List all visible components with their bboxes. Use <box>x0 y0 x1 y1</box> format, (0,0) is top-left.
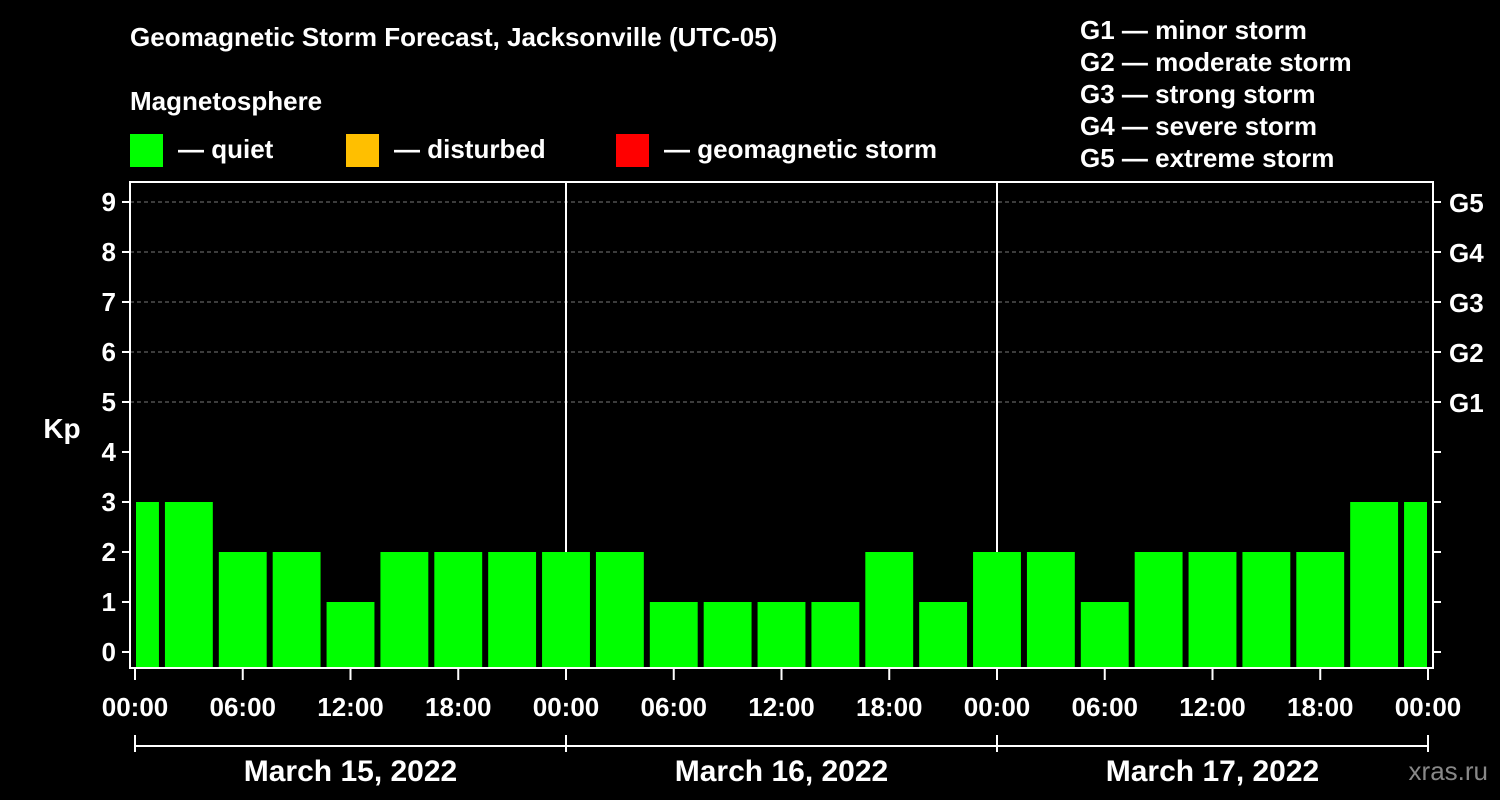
kp-bar <box>919 602 968 668</box>
kp-bar <box>703 602 752 668</box>
x-tick-label: 00:00 <box>102 692 169 722</box>
chart-subtitle: Magnetosphere <box>130 86 323 116</box>
y-tick-label: 4 <box>102 437 117 467</box>
g-scale-label: G3 <box>1449 288 1484 318</box>
legend-swatch-disturbed <box>346 134 379 167</box>
kp-bar <box>218 552 267 668</box>
legend-label-disturbed: — disturbed <box>394 134 546 164</box>
kp-bar <box>1026 552 1075 668</box>
storm-scale-list: G1 — minor storm G2 — moderate storm G3 … <box>1080 14 1352 174</box>
x-tick-label: 06:00 <box>641 692 708 722</box>
kp-bar <box>380 552 429 668</box>
day-label: March 15, 2022 <box>244 755 457 788</box>
kp-bar <box>811 602 860 668</box>
kp-bar <box>1242 552 1291 668</box>
kp-bar <box>164 502 213 668</box>
legend-swatch-storm <box>616 134 649 167</box>
plot-frame <box>129 181 1434 669</box>
kp-bar <box>757 602 806 668</box>
kp-bar <box>865 552 914 668</box>
y-tick-label: 0 <box>102 637 116 667</box>
g-scale-label: G5 <box>1449 188 1484 218</box>
y-tick-label: 3 <box>102 487 116 517</box>
x-tick-label: 18:00 <box>425 692 492 722</box>
y-tick-label: 9 <box>102 187 116 217</box>
x-tick-label: 06:00 <box>210 692 277 722</box>
kp-bar <box>973 552 1021 668</box>
x-tick-label: 18:00 <box>856 692 923 722</box>
source-credit: xras.ru <box>1408 756 1488 786</box>
day-label: March 17, 2022 <box>1106 755 1319 788</box>
x-tick-label: 18:00 <box>1287 692 1354 722</box>
kp-bar <box>1350 502 1399 668</box>
y-tick-label: 2 <box>102 537 116 567</box>
x-tick-label: 06:00 <box>1072 692 1139 722</box>
legend-label-quiet: — quiet <box>178 134 274 164</box>
y-tick-label: 5 <box>102 387 116 417</box>
y-tick-label: 1 <box>102 587 116 617</box>
storm-scale-g3: G3 — strong storm <box>1080 79 1316 109</box>
legend-swatch-quiet <box>130 134 163 167</box>
kp-bar <box>272 552 321 668</box>
kp-bar <box>1134 552 1183 668</box>
x-tick-label: 12:00 <box>748 692 815 722</box>
y-tick-label: 7 <box>102 287 116 317</box>
legend-label-storm: — geomagnetic storm <box>664 134 938 164</box>
kp-bar <box>649 602 698 668</box>
y-axis-label: Kp <box>43 413 80 444</box>
kp-bar <box>1296 552 1345 668</box>
kp-bar <box>1404 502 1427 668</box>
kp-bar <box>488 552 537 668</box>
g-scale-label: G2 <box>1449 338 1484 368</box>
kp-bar <box>595 552 644 668</box>
y-tick-label: 6 <box>102 337 116 367</box>
x-tick-label: 00:00 <box>964 692 1031 722</box>
x-tick-label: 00:00 <box>533 692 600 722</box>
x-tick-label: 00:00 <box>1395 692 1462 722</box>
kp-bar <box>434 552 483 668</box>
chart-title: Geomagnetic Storm Forecast, Jacksonville… <box>130 22 778 52</box>
storm-scale-g1: G1 — minor storm <box>1080 15 1307 45</box>
kp-bar <box>136 502 159 668</box>
x-tick-label: 12:00 <box>317 692 384 722</box>
kp-bar <box>542 552 590 668</box>
g-scale-label: G1 <box>1449 388 1484 418</box>
y-tick-label: 8 <box>102 237 116 267</box>
storm-scale-g4: G4 — severe storm <box>1080 111 1318 141</box>
g-scale-label: G4 <box>1449 238 1484 268</box>
day-label: March 16, 2022 <box>675 755 888 788</box>
kp-bar <box>1080 602 1129 668</box>
storm-scale-g5: G5 — extreme storm <box>1080 143 1335 173</box>
x-tick-label: 12:00 <box>1179 692 1246 722</box>
kp-bar <box>1188 552 1237 668</box>
kp-bar <box>326 602 375 668</box>
storm-scale-g2: G2 — moderate storm <box>1080 47 1352 77</box>
